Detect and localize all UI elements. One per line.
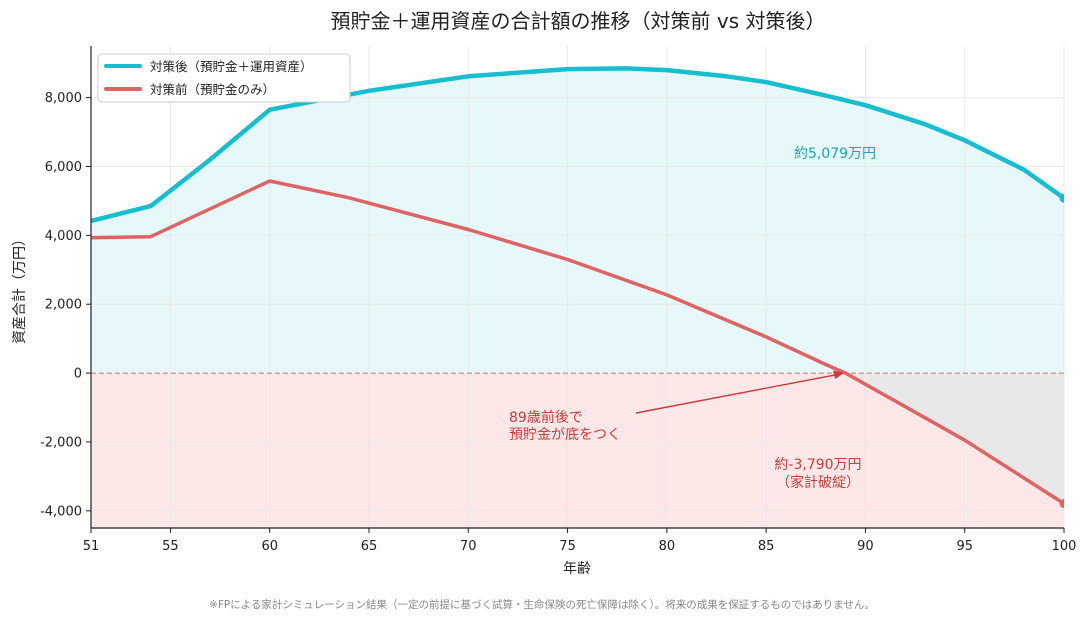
series-line-after [91,66,1064,224]
footnote: ※FPによる家計シミュレーション結果（一定の前提に基づく試算・生命保険の死亡保障… [209,598,875,611]
after-series-area-fill [91,68,1064,374]
legend-label-after: 対策後（預貯金＋運用資産） [150,59,313,74]
annotation-depletion-line2: 預貯金が底をつく [509,427,621,443]
annotation-depletion-line1: 89歳前後で [509,409,583,426]
x-tick-label: 55 [162,539,179,554]
y-tick-label: 2,000 [45,298,82,313]
y-axis-label: 資産合計（万円） [12,232,28,344]
y-tick-label: 0 [74,367,82,382]
y-tick-label: -4,000 [40,504,82,519]
annotation-after-final-value: 約5,079万円 [794,146,876,162]
x-tick-label: 90 [857,539,874,554]
x-tick-label: 65 [361,539,378,554]
x-tick-label: 75 [559,539,576,554]
y-tick-label: 4,000 [45,229,82,244]
y-tick-label: -2,000 [40,435,82,450]
negative-gap-area-fill [845,373,1064,504]
x-tick-label: 60 [261,539,278,554]
x-tick-label: 70 [460,539,477,554]
y-tick-label: 6,000 [45,160,82,175]
x-tick-label: 85 [758,539,775,554]
endpoint-marker-after [1059,193,1064,203]
annotation-before-final-line2: （家計破綻） [776,474,860,491]
legend-label-before: 対策前（預貯金のみ） [150,82,275,97]
legend: 対策後（預貯金＋運用資産） 対策前（預貯金のみ） [97,53,351,103]
x-tick-label: 80 [659,539,676,554]
series-line-before [91,179,1064,506]
x-tick-label: 100 [1052,539,1077,554]
x-tick-label: 51 [83,539,100,554]
x-tick-label: 95 [956,539,973,554]
annotation-depletion-arrow [635,374,836,414]
y-tick-label: 8,000 [45,91,82,106]
annotation-arrowhead [833,370,844,379]
chart-title: 預貯金＋運用資産の合計額の推移（対策前 vs 対策後） [331,9,826,33]
annotation-before-final-line1: 約-3,790万円 [774,457,861,473]
x-axis-label: 年齢 [563,561,591,577]
legend-box [97,53,351,103]
endpoint-marker-before [1059,499,1064,509]
